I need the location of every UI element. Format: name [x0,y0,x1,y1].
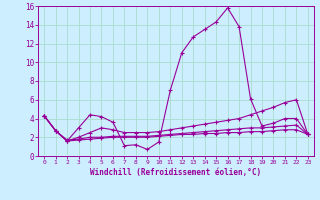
X-axis label: Windchill (Refroidissement éolien,°C): Windchill (Refroidissement éolien,°C) [91,168,261,177]
